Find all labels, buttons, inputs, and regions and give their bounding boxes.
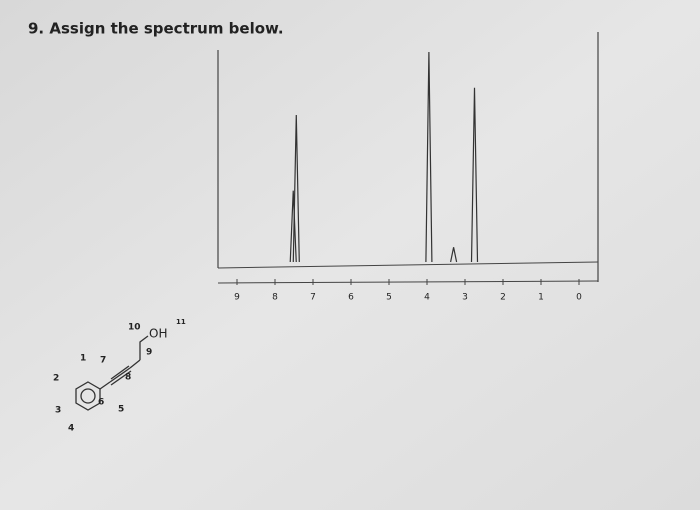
atom-label: 8	[125, 373, 131, 383]
x-tick-label: 5	[386, 293, 392, 303]
x-tick-label: 0	[576, 293, 582, 303]
x-tick-label: 8	[272, 293, 278, 303]
bond	[99, 381, 111, 390]
atom-label: 1	[80, 354, 86, 364]
atom-labels: 1 2 3 4 5 6 7 8 9 10 11 OH	[53, 318, 186, 434]
functional-group: OH	[149, 327, 167, 341]
x-tick-label: 6	[348, 293, 354, 303]
atom-label: 4	[68, 424, 74, 434]
x-tick-label: 1	[538, 293, 544, 303]
aromatic-circle	[80, 388, 96, 404]
molecule	[75, 335, 149, 411]
peak	[425, 51, 433, 263]
x-tick-label: 9	[234, 293, 240, 303]
atom-label: 2	[53, 374, 59, 384]
triple-bond	[109, 367, 131, 383]
atom-label: 10	[128, 323, 141, 333]
triple-bond	[110, 365, 130, 380]
atom-label: 3	[55, 406, 61, 416]
x-tick-label: 2	[500, 293, 506, 303]
peak	[470, 87, 479, 263]
atom-label: 6	[98, 398, 104, 408]
peak	[450, 247, 458, 263]
bond	[129, 359, 141, 369]
peak	[292, 114, 300, 263]
peak	[289, 190, 297, 263]
bond	[139, 335, 149, 360]
atom-label: 7	[100, 356, 106, 366]
x-tick-label: 7	[310, 293, 316, 303]
question: 9. Assign the spectrum below.	[28, 20, 284, 38]
x-tick-label: 3	[462, 293, 468, 303]
frame-mid	[217, 261, 599, 269]
atom-label: 9	[146, 348, 152, 358]
atom-label: 11	[176, 318, 186, 326]
x-tick-label: 4	[424, 293, 430, 303]
spectrum: 9 8 7 6 5 4 3 2 1 0	[217, 32, 599, 303]
axis-line	[217, 280, 599, 284]
triple-bond	[110, 370, 132, 386]
atom-label: 5	[118, 405, 124, 415]
